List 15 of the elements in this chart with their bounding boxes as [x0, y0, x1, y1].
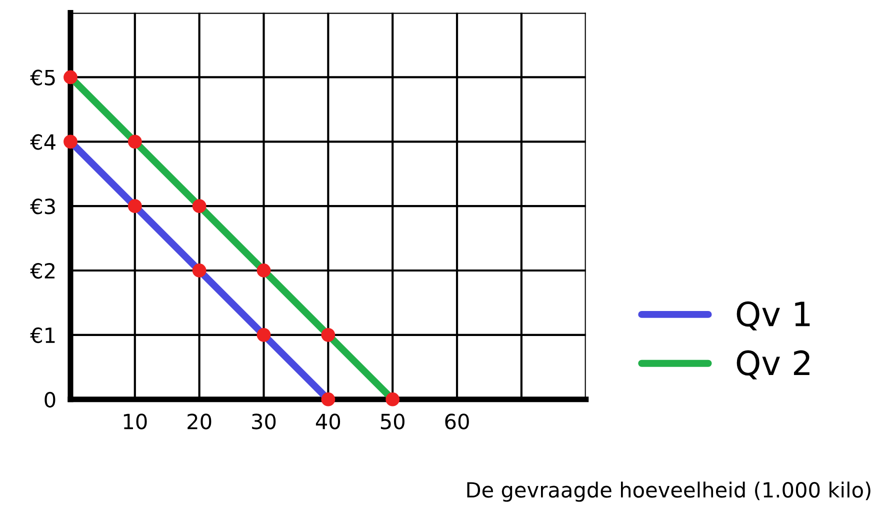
y-tick-label: €5: [30, 70, 55, 86]
legend-label: Qv 1: [736, 301, 810, 330]
x-tick-label: 10: [124, 414, 147, 430]
y-tick-label: €2: [30, 262, 55, 279]
y-tick-label: 0: [44, 392, 56, 408]
x-tick-label: 40: [316, 414, 340, 430]
y-tick-label: €4: [30, 134, 56, 150]
x-tick-label: 50: [380, 414, 404, 430]
x-tick-label: 60: [445, 414, 469, 430]
x-axis-title: De gevraagde hoeveelheid (1.000 kilo): [467, 482, 870, 502]
x-tick-label: 30: [252, 414, 276, 430]
y-tick-label: €1: [30, 327, 55, 344]
y-tick-label: €3: [30, 198, 55, 214]
legend-label: Qv 2: [736, 350, 810, 380]
x-tick-label: 20: [188, 414, 212, 430]
